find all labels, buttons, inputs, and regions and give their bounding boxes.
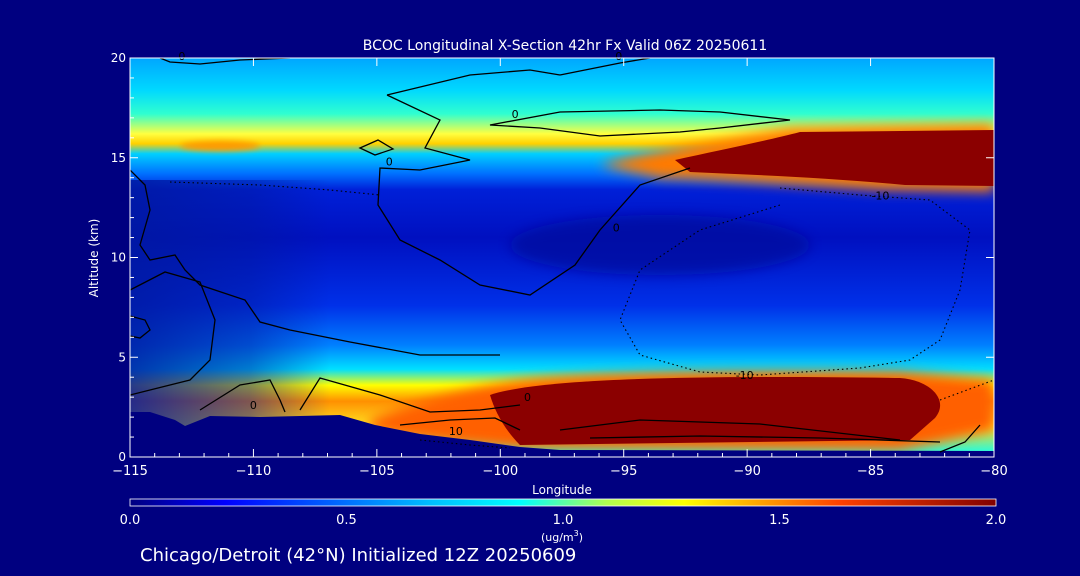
y-tick-label: 5 [118,350,126,364]
colorbar-units-exponent: 3 [574,529,579,538]
y-tick-label: 15 [111,151,126,165]
contours [130,58,981,453]
contour-label: 0 [524,391,531,404]
x-axis-label: Longitude [532,483,592,497]
contour-labels: 0 0 0 0 0 -10 -10 0 0 10 [178,50,889,438]
x-tick-label: −90 [733,464,760,479]
y-tick-label: 10 [111,251,126,265]
contour-label: 0 [386,156,393,169]
colorbar-tick-label: 1.5 [769,513,790,528]
concentration-field [130,58,994,457]
colorbar-units: (ug/m3) [541,529,583,544]
x-tick-label: −85 [857,464,884,479]
x-tick-label: −100 [482,464,518,479]
footer-caption: Chicago/Detroit (42°N) Initialized 12Z 2… [140,545,576,566]
colorbar-units-prefix: (ug/m [541,531,574,544]
contour-label: 0 [512,108,519,121]
contour-label: 0 [178,50,185,63]
colorbar-tick-label: 0.5 [336,513,357,528]
colorbar-gradient [129,498,997,507]
contour-label: -10 [871,190,889,203]
colorbar-tick-label: 1.0 [553,513,574,528]
contour-label: 0 [615,50,622,63]
y-tick-label: 0 [118,450,126,464]
y-tick-label: 20 [111,51,126,65]
y-axis-label: Altitude (km) [87,219,101,298]
contour-label: -10 [736,369,754,382]
x-tick-label: −95 [610,464,637,479]
colorbar-tick-label: 2.0 [986,513,1007,528]
contour-label: 10 [449,425,463,438]
contour-label: 0 [250,399,257,412]
colorbar-tick-label: 0.0 [120,513,141,528]
colorbar-units-suffix: ) [579,531,583,544]
colorbar-ticks: 0.0 0.5 1.0 1.5 2.0 [120,513,1007,528]
x-tick-label: −115 [112,464,148,479]
x-tick-label: −105 [359,464,395,479]
x-axis: −115 −110 −105 −100 −95 −90 −85 −80 [112,58,1008,479]
x-tick-label: −110 [236,464,272,479]
contour-label: 0 [613,222,620,235]
y-axis: 0 5 10 15 20 [111,51,994,464]
x-tick-label: −80 [980,464,1007,479]
dotted-contours [169,181,994,449]
colorbar: 0.0 0.5 1.0 1.5 2.0 (ug/m3) [120,498,1007,544]
chart-title: BCOC Longitudinal X-Section 42hr Fx Vali… [363,38,767,54]
